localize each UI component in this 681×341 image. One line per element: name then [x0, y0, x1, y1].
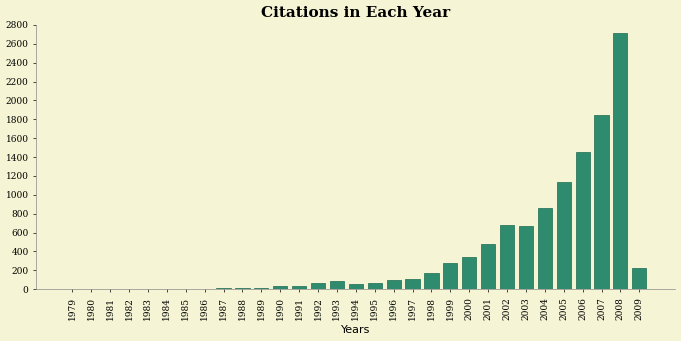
Bar [254, 288, 268, 289]
Bar [424, 272, 439, 289]
Bar [368, 283, 382, 289]
Bar [292, 286, 306, 289]
Bar [538, 208, 552, 289]
Bar [595, 115, 609, 289]
Bar [273, 286, 287, 289]
Bar [443, 263, 458, 289]
X-axis label: Years: Years [341, 325, 370, 336]
Bar [311, 283, 325, 289]
Bar [236, 288, 249, 289]
Bar [614, 33, 627, 289]
Bar [556, 182, 571, 289]
Bar [217, 288, 231, 289]
Bar [178, 288, 193, 289]
Bar [519, 226, 533, 289]
Bar [387, 280, 400, 289]
Bar [349, 284, 363, 289]
Bar [632, 268, 646, 289]
Bar [462, 257, 476, 289]
Bar [330, 281, 344, 289]
Bar [405, 279, 419, 289]
Bar [575, 152, 590, 289]
Bar [500, 225, 514, 289]
Title: Citations in Each Year: Citations in Each Year [262, 5, 450, 19]
Bar [481, 244, 495, 289]
